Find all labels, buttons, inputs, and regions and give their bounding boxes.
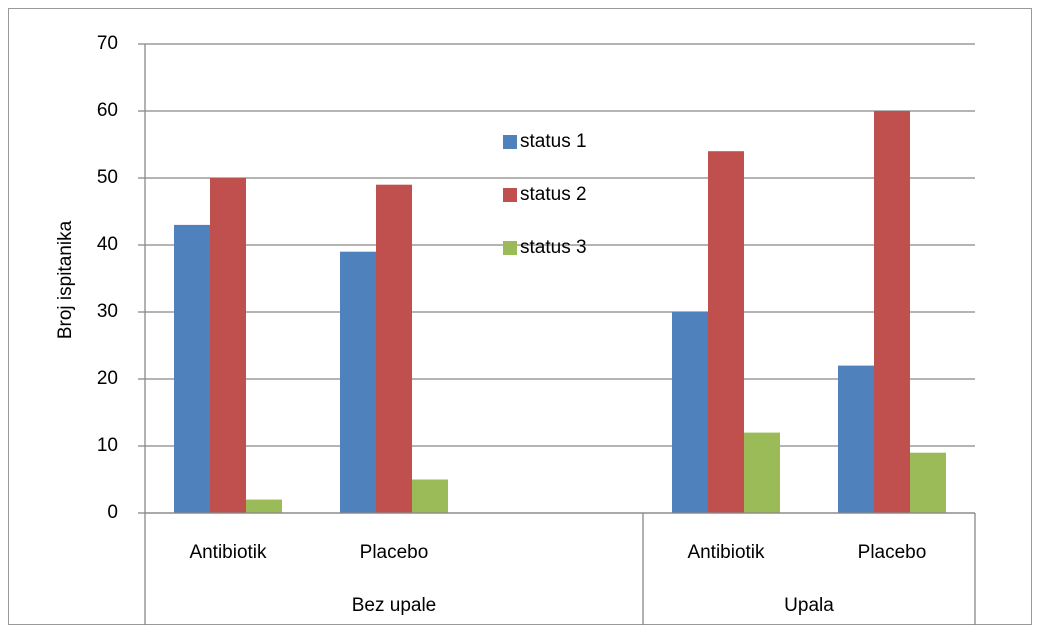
y-tick-label: 50 bbox=[97, 167, 118, 188]
y-tick-label: 20 bbox=[97, 368, 118, 389]
x-tick-label: Antibiotik bbox=[189, 542, 267, 563]
bar bbox=[708, 151, 744, 513]
y-axis-title: Broj ispitanika bbox=[55, 220, 76, 339]
bar bbox=[174, 224, 210, 513]
bar bbox=[874, 111, 910, 513]
bar bbox=[246, 499, 282, 513]
legend-swatch bbox=[503, 241, 517, 255]
legend-swatch bbox=[503, 188, 517, 202]
x-tick-label: Placebo bbox=[858, 542, 927, 563]
y-tick-label: 10 bbox=[97, 435, 118, 456]
bar bbox=[672, 312, 708, 513]
y-tick-label: 70 bbox=[97, 33, 118, 54]
bar bbox=[838, 365, 874, 513]
group-label: Upala bbox=[784, 595, 834, 616]
group-label: Bez upale bbox=[352, 595, 437, 616]
bar bbox=[340, 251, 376, 513]
y-tick-label: 0 bbox=[107, 502, 118, 523]
y-tick-label: 40 bbox=[97, 234, 118, 255]
legend-label: status 1 bbox=[520, 131, 587, 152]
bar bbox=[210, 178, 246, 513]
x-tick-label: Antibiotik bbox=[687, 542, 765, 563]
bar bbox=[376, 184, 412, 513]
y-tick-label: 60 bbox=[97, 100, 118, 121]
legend-label: status 2 bbox=[520, 184, 587, 205]
legend-label: status 3 bbox=[520, 237, 587, 258]
bar bbox=[744, 432, 780, 513]
bar bbox=[910, 452, 946, 513]
bar bbox=[412, 479, 448, 513]
x-tick-label: Placebo bbox=[360, 542, 429, 563]
legend-swatch bbox=[503, 135, 517, 149]
y-tick-label: 30 bbox=[97, 301, 118, 322]
